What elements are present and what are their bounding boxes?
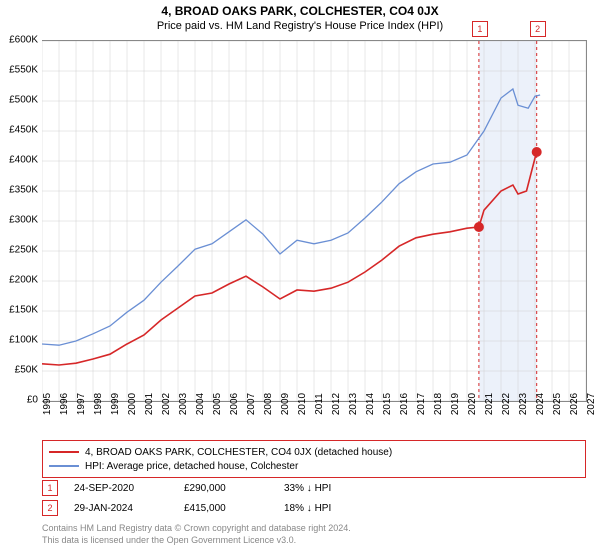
y-tick-label: £150K [9, 305, 38, 316]
chart: 12 [42, 40, 587, 402]
x-tick-label: 2012 [331, 393, 342, 415]
x-tick-label: 1999 [110, 393, 121, 415]
x-tick-label: 1996 [59, 393, 70, 415]
x-tick-label: 2010 [297, 393, 308, 415]
footer-line1: Contains HM Land Registry data © Crown c… [42, 522, 586, 534]
y-tick-label: £250K [9, 245, 38, 256]
x-tick-label: 2027 [586, 393, 597, 415]
legend-row-hpi: HPI: Average price, detached house, Colc… [49, 459, 579, 473]
x-tick-label: 2007 [246, 393, 257, 415]
y-tick-label: £100K [9, 335, 38, 346]
x-tick-label: 2026 [569, 393, 580, 415]
event-badge-2: 2 [42, 500, 58, 516]
chart-svg [42, 41, 586, 401]
x-tick-label: 2015 [382, 393, 393, 415]
x-tick-label: 2003 [178, 393, 189, 415]
x-tick-label: 2006 [229, 393, 240, 415]
x-tick-label: 2025 [552, 393, 563, 415]
x-tick-label: 2023 [518, 393, 529, 415]
legend-label-hpi: HPI: Average price, detached house, Colc… [85, 461, 298, 472]
events-table: 1 24-SEP-2020 £290,000 33% ↓ HPI 2 29-JA… [42, 478, 586, 518]
y-tick-label: £500K [9, 95, 38, 106]
x-tick-label: 2017 [416, 393, 427, 415]
y-tick-label: £300K [9, 215, 38, 226]
legend: 4, BROAD OAKS PARK, COLCHESTER, CO4 0JX … [42, 440, 586, 478]
sale-marker-badge: 1 [472, 21, 488, 37]
x-tick-label: 2022 [501, 393, 512, 415]
event-badge-1: 1 [42, 480, 58, 496]
event-row: 1 24-SEP-2020 £290,000 33% ↓ HPI [42, 478, 586, 498]
x-tick-label: 2019 [450, 393, 461, 415]
page-title: 4, BROAD OAKS PARK, COLCHESTER, CO4 0JX [0, 4, 600, 18]
x-tick-label: 1997 [76, 393, 87, 415]
footer-line2: This data is licensed under the Open Gov… [42, 534, 586, 546]
legend-swatch-hpi [49, 465, 79, 467]
y-tick-label: £600K [9, 35, 38, 46]
x-tick-label: 2004 [195, 393, 206, 415]
sale-marker-badge: 2 [530, 21, 546, 37]
y-tick-label: £350K [9, 185, 38, 196]
x-tick-label: 2018 [433, 393, 444, 415]
y-tick-label: £400K [9, 155, 38, 166]
event-row: 2 29-JAN-2024 £415,000 18% ↓ HPI [42, 498, 586, 518]
x-tick-label: 1998 [93, 393, 104, 415]
x-tick-label: 2020 [467, 393, 478, 415]
x-tick-label: 2013 [348, 393, 359, 415]
page-subtitle: Price paid vs. HM Land Registry's House … [0, 20, 600, 32]
y-tick-label: £50K [15, 365, 38, 376]
footer: Contains HM Land Registry data © Crown c… [42, 522, 586, 546]
event-pct: 18% ↓ HPI [284, 503, 364, 514]
x-tick-label: 1995 [42, 393, 53, 415]
x-tick-label: 2001 [144, 393, 155, 415]
event-date: 29-JAN-2024 [74, 503, 184, 514]
y-axis-labels: £0£50K£100K£150K£200K£250K£300K£350K£400… [0, 40, 40, 400]
event-price: £415,000 [184, 503, 284, 514]
x-tick-label: 2005 [212, 393, 223, 415]
x-tick-label: 2016 [399, 393, 410, 415]
legend-label-property: 4, BROAD OAKS PARK, COLCHESTER, CO4 0JX … [85, 447, 392, 458]
legend-row-property: 4, BROAD OAKS PARK, COLCHESTER, CO4 0JX … [49, 445, 579, 459]
x-tick-label: 2009 [280, 393, 291, 415]
x-tick-label: 2011 [314, 393, 325, 415]
legend-swatch-property [49, 451, 79, 453]
x-tick-label: 2002 [161, 393, 172, 415]
x-tick-label: 2000 [127, 393, 138, 415]
x-tick-label: 2021 [484, 393, 495, 415]
event-pct: 33% ↓ HPI [284, 483, 364, 494]
x-tick-label: 2014 [365, 393, 376, 415]
x-tick-label: 2024 [535, 393, 546, 415]
y-tick-label: £200K [9, 275, 38, 286]
y-tick-label: £550K [9, 65, 38, 76]
event-price: £290,000 [184, 483, 284, 494]
y-tick-label: £0 [27, 395, 38, 406]
x-tick-label: 2008 [263, 393, 274, 415]
x-axis-labels: 1995199619971998199920002001200220032004… [42, 400, 586, 440]
y-tick-label: £450K [9, 125, 38, 136]
event-date: 24-SEP-2020 [74, 483, 184, 494]
